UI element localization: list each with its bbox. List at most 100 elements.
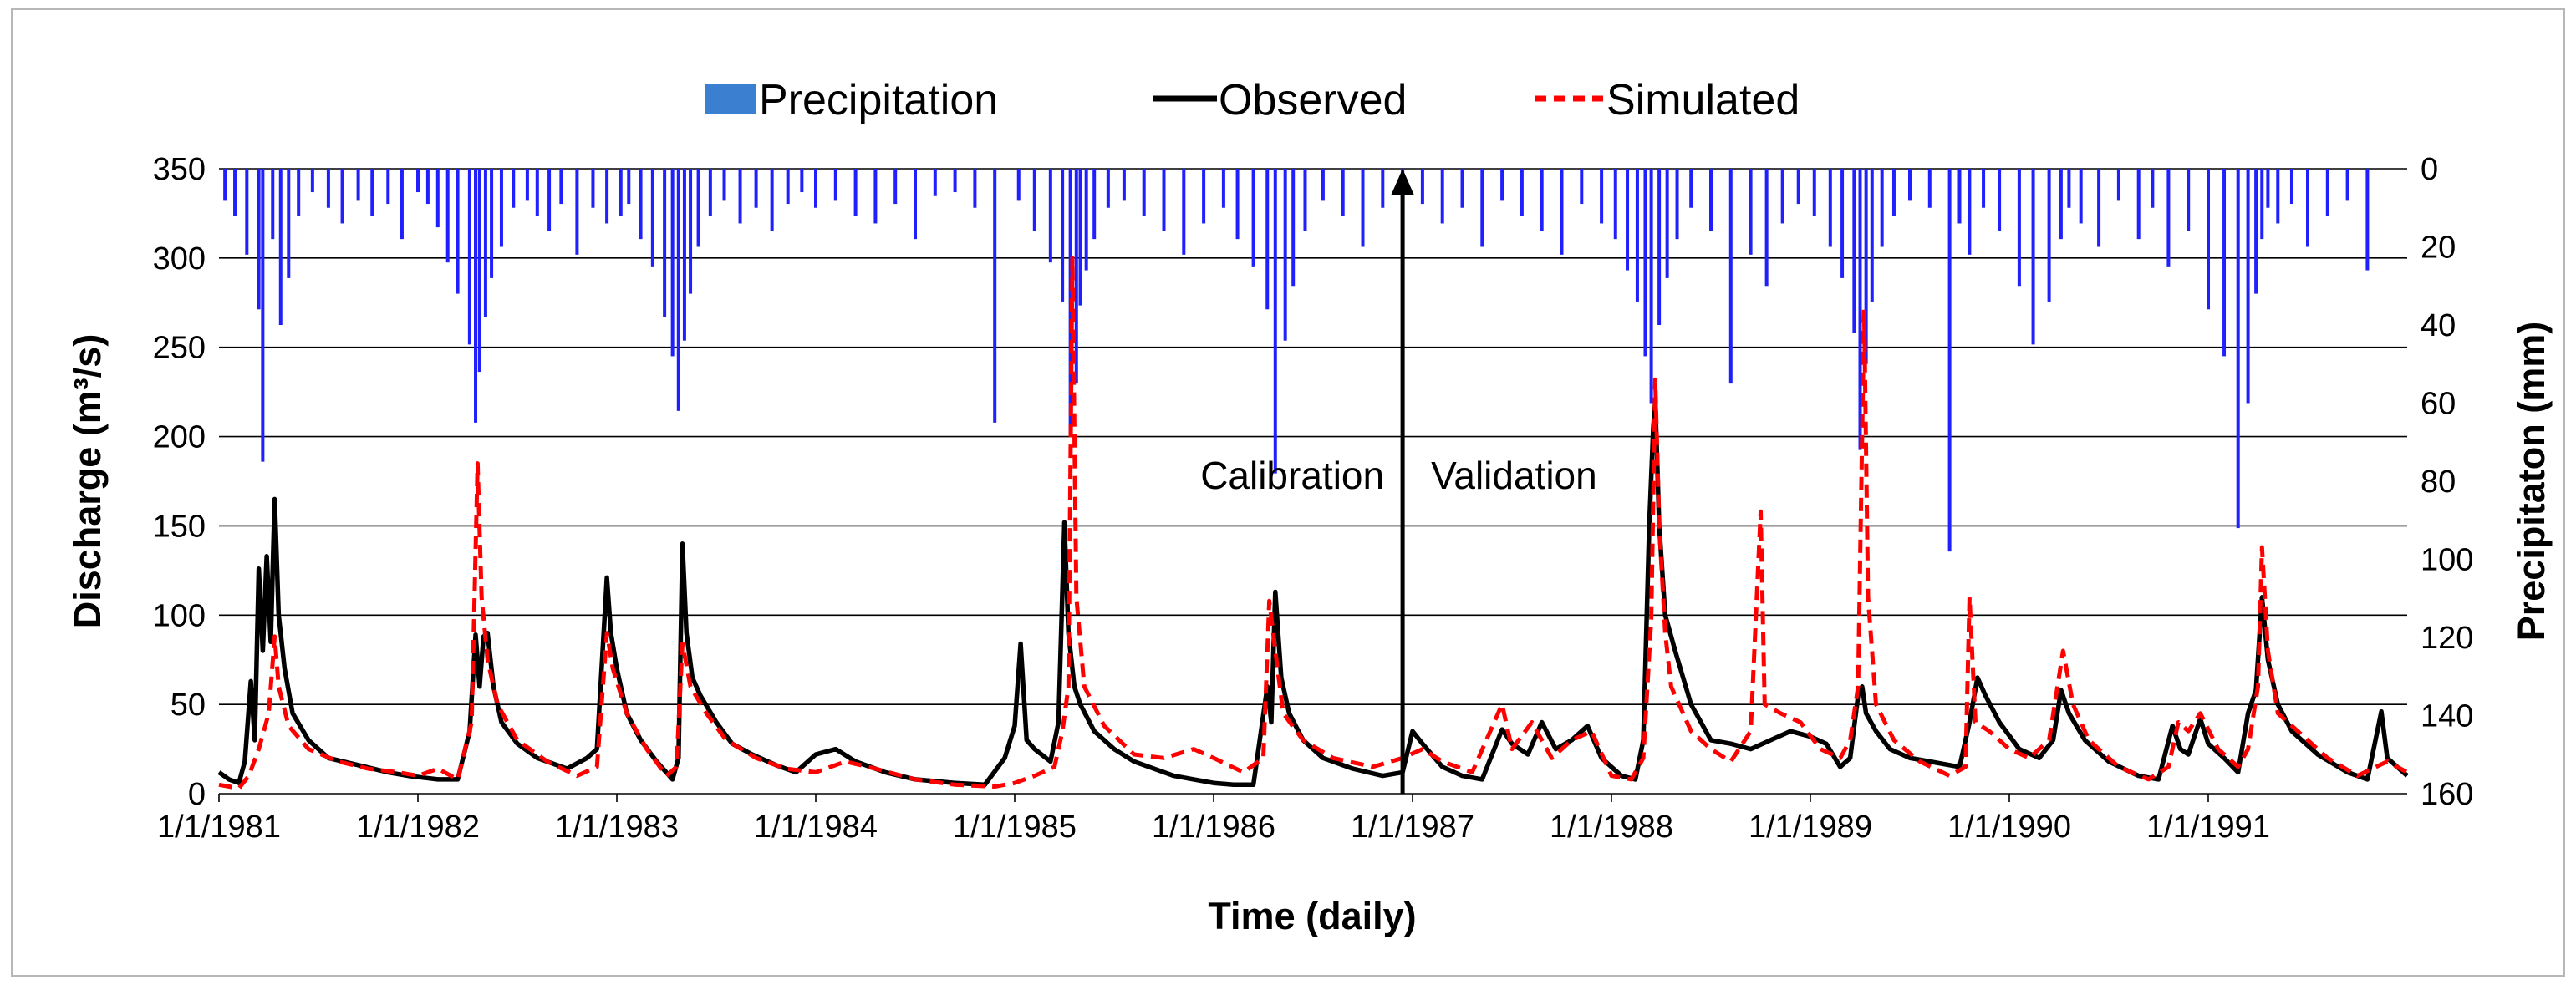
precip-bar: [2136, 169, 2141, 240]
x-tick-label: 1/1/1990: [1947, 810, 2071, 845]
x-tick-label: 1/1/1981: [157, 810, 281, 845]
precip-bar: [914, 169, 917, 240]
precip-bar: [1908, 169, 1912, 201]
x-tick-label: 1/1/1983: [555, 810, 679, 845]
precip-bar: [2345, 169, 2349, 201]
precip-bar: [1084, 169, 1088, 271]
precip-bar: [1061, 169, 1065, 302]
precip-bar: [2260, 169, 2264, 240]
y-tick-label: 350: [153, 152, 206, 187]
x-tick-label: 1/1/1989: [1749, 810, 1872, 845]
precip-bar: [1947, 169, 1952, 552]
precip-bar: [800, 169, 804, 193]
precip-bar: [1283, 169, 1287, 341]
split-arrow-head: [1391, 169, 1415, 195]
precip-bar: [1182, 169, 1186, 255]
precip-bar: [400, 169, 404, 240]
precip-bar: [605, 169, 609, 224]
precip-bar: [1480, 169, 1484, 247]
precip-bar: [467, 169, 471, 345]
legend: Precipitation Observed Simulated: [705, 76, 1800, 124]
precip-bar: [261, 169, 265, 462]
precip-bar: [1341, 169, 1345, 216]
precip-bar: [370, 169, 374, 216]
precip-bar: [435, 169, 440, 228]
precip-bar: [696, 169, 700, 247]
y2-axis-ticks: 0 20 40 60 80 100 120 140 160: [2421, 152, 2473, 812]
precip-bar: [1048, 169, 1052, 263]
precip-bar: [257, 169, 261, 310]
precip-bar: [233, 169, 237, 216]
precip-bar: [1162, 169, 1166, 231]
precip-bar: [525, 169, 529, 201]
precip-bar: [2236, 169, 2240, 529]
precip-bar: [1520, 169, 1524, 216]
precip-bar: [1580, 169, 1584, 205]
precip-bar: [1540, 169, 1544, 231]
precip-bar: [1420, 169, 1424, 205]
precip-bar: [2079, 169, 2083, 224]
precip-bar: [2276, 169, 2280, 224]
precip-bar: [1122, 169, 1126, 201]
precip-bar: [477, 169, 481, 373]
precip-bar: [1689, 169, 1693, 208]
y-tick-label: 50: [171, 688, 206, 723]
precip-bar: [1361, 169, 1365, 247]
precip-bar: [1221, 169, 1225, 208]
precip-bar: [297, 169, 301, 216]
precip-bar: [722, 169, 726, 201]
legend-observed-label: Observed: [1219, 76, 1407, 124]
precip-bar: [953, 169, 957, 193]
precip-bar: [1303, 169, 1307, 231]
precip-bar: [682, 169, 686, 341]
precip-bar: [650, 169, 654, 267]
legend-simulated-label: Simulated: [1606, 76, 1800, 124]
precip-bar: [1251, 169, 1255, 267]
precip-bar: [1202, 169, 1206, 224]
precip-bar: [490, 169, 494, 278]
precip-bar: [1812, 169, 1816, 216]
x-tick-label: 1/1/1991: [2146, 810, 2270, 845]
precip-bar: [1927, 169, 1932, 208]
y2-tick-label: 100: [2421, 543, 2473, 578]
precip-bar: [278, 169, 283, 325]
precip-bar: [2266, 169, 2270, 208]
precip-bar: [1142, 169, 1146, 216]
precip-bar: [512, 169, 516, 208]
precip-bar: [993, 169, 997, 423]
precip-bar: [663, 169, 667, 317]
precip-bar: [340, 169, 344, 224]
precip-bar: [1235, 169, 1240, 240]
precip-bar: [425, 169, 430, 205]
precip-bar: [770, 169, 774, 231]
precip-bar: [1796, 169, 1800, 205]
precip-bar: [2365, 169, 2370, 271]
validation-label: Validation: [1431, 454, 1597, 497]
precip-bar: [2246, 169, 2250, 404]
precip-bar: [1852, 169, 1856, 333]
precip-bar: [1500, 169, 1504, 201]
precipitation-bars: [223, 169, 2370, 552]
precip-bar: [1460, 169, 1464, 208]
y-tick-label: 150: [153, 509, 206, 544]
precip-bar: [2306, 169, 2309, 247]
precip-bar: [1291, 169, 1296, 287]
precip-bar: [1265, 169, 1270, 310]
precip-bar: [1626, 169, 1630, 271]
precip-bar: [2031, 169, 2035, 345]
legend-precip-swatch: [705, 84, 756, 114]
x-tick-label: 1/1/1987: [1351, 810, 1474, 845]
precip-bar: [2222, 169, 2227, 357]
precip-bar: [1643, 169, 1647, 357]
precip-bar: [1864, 169, 1868, 364]
calibration-label: Calibration: [1200, 454, 1384, 497]
precip-bar: [1092, 169, 1097, 240]
y-axis-ticks: 0 50 100 150 200 250 300 350: [153, 152, 206, 812]
y2-tick-label: 60: [2421, 387, 2456, 422]
precip-bar: [445, 169, 450, 263]
precip-bar: [326, 169, 330, 208]
y2-tick-label: 20: [2421, 231, 2456, 266]
precip-bar: [1764, 169, 1769, 287]
precip-bar: [2017, 169, 2021, 287]
precip-bar: [1968, 169, 1972, 255]
